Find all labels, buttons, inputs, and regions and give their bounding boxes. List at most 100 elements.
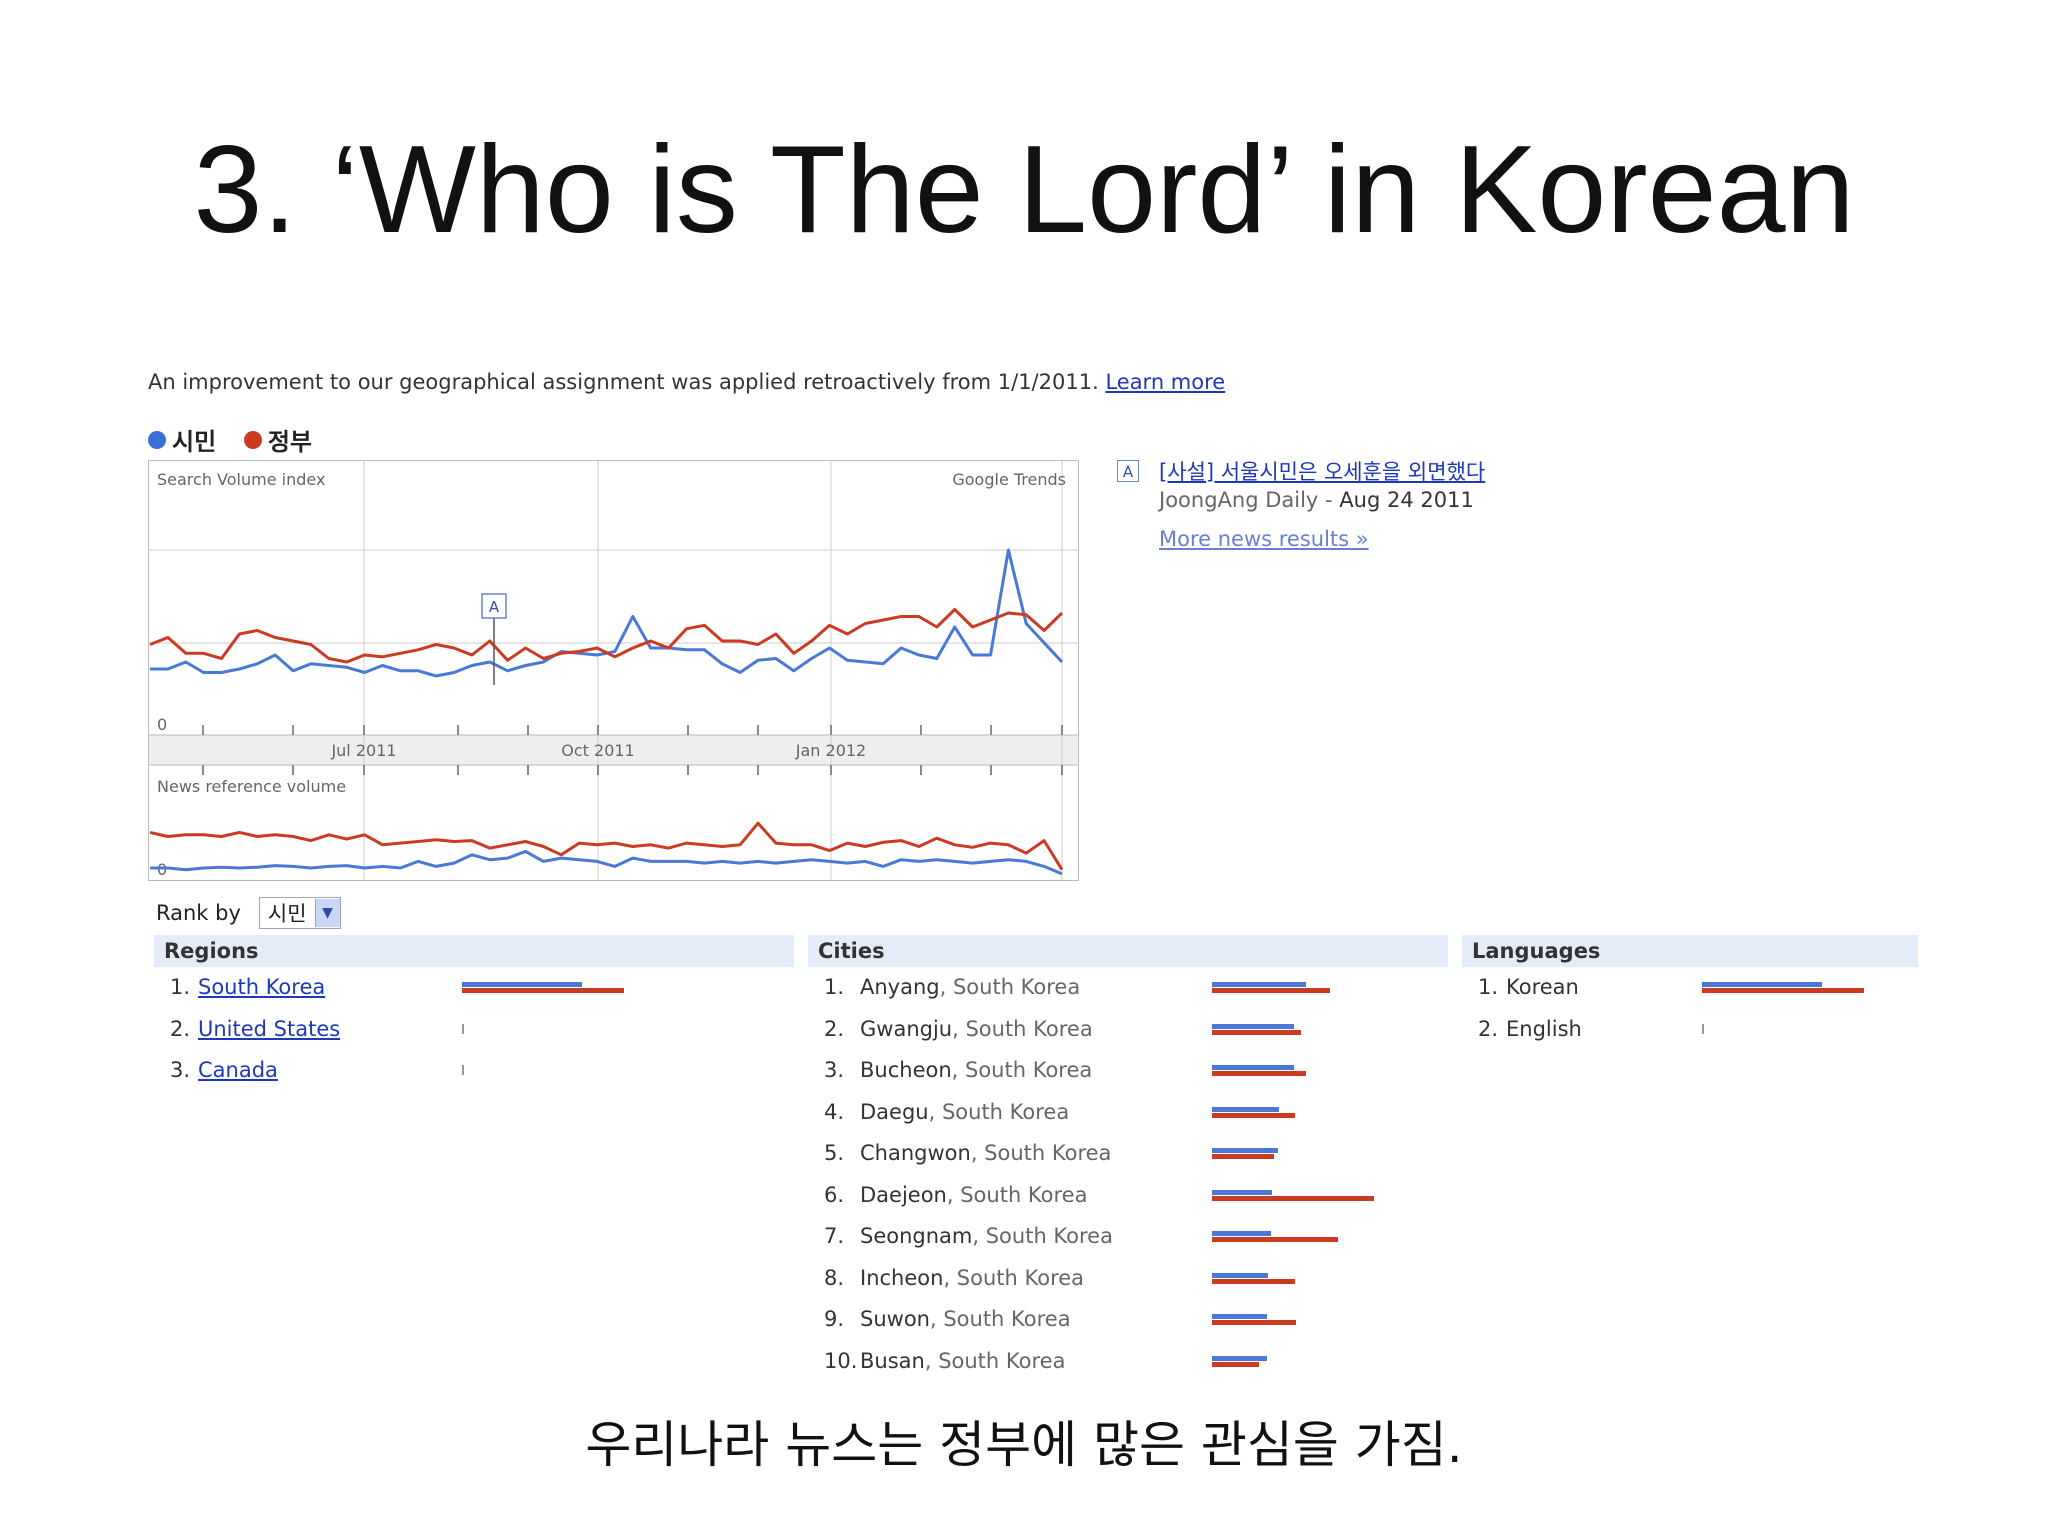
city-name: Gwangju — [860, 1016, 953, 1041]
cities-panel: Cities 1. Anyang, South Korea 2. Gwangju, S… — [808, 935, 1448, 1382]
bar-government — [1212, 1278, 1295, 1284]
city-country: , South Korea — [943, 1265, 1085, 1290]
city-row: 5. Changwon, South Korea — [808, 1133, 1448, 1175]
region-link[interactable]: South Korea — [198, 975, 326, 999]
rank-by-selected: 시민 — [267, 902, 307, 926]
bar-citizen — [1702, 982, 1822, 987]
city-name: Seongnam — [860, 1224, 973, 1248]
cities-header: Cities — [808, 935, 1448, 967]
x-label-oct-2011: Oct 2011 — [561, 741, 634, 760]
city-name: Daejeon — [860, 1182, 947, 1207]
city-label: Daejeon, South Korea — [860, 1183, 1087, 1207]
chart-legend: 시민 정부 — [148, 422, 332, 457]
bar-minimal — [462, 1065, 464, 1075]
series-line-government-search — [149, 608, 1064, 664]
bar-citizen — [1212, 1231, 1271, 1236]
rank-number: 10. — [824, 1348, 858, 1373]
city-country: , South Korea — [939, 975, 1081, 999]
city-name: Anyang — [860, 975, 940, 999]
city-label: Suwon, South Korea — [860, 1307, 1071, 1331]
bar-government — [1212, 1361, 1259, 1367]
news-source: JoongAng Daily — [1159, 488, 1319, 513]
chevron-down-icon[interactable]: ▼ — [314, 899, 340, 927]
rank-number: 2. — [1478, 1016, 1499, 1041]
city-country: , South Korea — [972, 1224, 1113, 1248]
bar-minimal — [1702, 1023, 1704, 1034]
slide-title: 3. ‘Who is The Lord’ in Korean — [193, 121, 1855, 259]
bar-government — [1212, 1071, 1306, 1076]
series-line-citizen-news — [150, 849, 1063, 876]
bar-government — [1212, 1195, 1374, 1201]
news-marker-a[interactable]: A — [1117, 460, 1139, 482]
city-label: Seongnam, South Korea — [860, 1224, 1113, 1248]
trends-chart: Search Volume index Google Trends 0 News… — [148, 460, 1079, 881]
city-country: , South Korea — [951, 1058, 1093, 1082]
x-label-jul-2011: Jul 2011 — [330, 741, 396, 760]
city-country: , South Korea — [928, 1099, 1070, 1124]
region-row: 2. United States — [154, 1009, 794, 1051]
citizen-dot-icon — [148, 430, 166, 449]
city-name: Changwon — [860, 1141, 971, 1165]
rank-number: 5. — [824, 1141, 845, 1165]
rank-number: 9. — [824, 1307, 845, 1331]
city-country: , South Korea — [929, 1307, 1071, 1331]
bar-citizen — [1212, 982, 1306, 987]
rank-number: 6. — [824, 1182, 845, 1207]
language-row: 2. English — [1462, 1009, 1918, 1051]
regions-panel: Regions 1. South Korea 2. United States 3. Ca… — [154, 935, 794, 1092]
legend-label-government: 정부 — [267, 428, 312, 456]
geo-notice-text: An improvement to our geographical assig… — [148, 370, 1099, 394]
more-news-link[interactable]: More news results » — [1159, 526, 1369, 551]
city-label: Daegu, South Korea — [860, 1100, 1069, 1124]
city-name: Incheon — [860, 1265, 944, 1290]
rank-number: 2. — [824, 1016, 845, 1041]
city-row: 6. Daejeon, South Korea — [808, 1175, 1448, 1217]
city-country: , South Korea — [970, 1141, 1112, 1165]
bar-citizen — [1212, 1355, 1268, 1361]
bar-citizen — [1212, 1272, 1269, 1278]
rank-number: 2. — [170, 1016, 191, 1041]
bar-minimal — [462, 1023, 464, 1034]
news-headline-link[interactable]: [사설] 서울시민은 오세훈을 외면했다 — [1159, 460, 1486, 484]
rank-by-select[interactable]: 시민 ▼ — [258, 897, 341, 929]
legend-item-government[interactable]: 정부 — [243, 422, 312, 457]
chart-frame — [148, 460, 1079, 881]
learn-more-link[interactable]: Learn more — [1105, 370, 1226, 394]
bar-government — [1212, 1320, 1297, 1325]
bar-government — [1212, 1029, 1302, 1035]
region-link[interactable]: Canada — [198, 1058, 278, 1082]
bar-government — [1212, 1154, 1274, 1159]
legend-item-citizen[interactable]: 시민 — [148, 422, 216, 457]
city-row: 2. Gwangju, South Korea — [808, 1009, 1448, 1051]
bar-citizen — [1212, 1189, 1272, 1195]
news-date: Aug 24 2011 — [1339, 488, 1474, 513]
city-country: , South Korea — [946, 1182, 1088, 1207]
annotation-a-marker[interactable]: A — [481, 593, 507, 685]
bar-government — [462, 988, 624, 993]
city-name: Suwon — [860, 1307, 930, 1331]
city-label: Incheon, South Korea — [860, 1266, 1084, 1290]
series-line-government-news — [149, 821, 1064, 871]
city-row: 7. Seongnam, South Korea — [808, 1216, 1448, 1258]
slide-footer-text: 우리나라 뉴스는 정부에 많은 관심을 가짐. — [585, 1416, 1463, 1474]
regions-header: Regions — [154, 935, 794, 967]
bar-government — [1212, 1237, 1339, 1242]
bar-citizen — [1212, 1065, 1294, 1070]
rank-number: 7. — [824, 1224, 845, 1248]
language-label: English — [1506, 1016, 1582, 1041]
region-link[interactable]: United States — [198, 1016, 341, 1041]
bar-citizen — [1212, 1106, 1280, 1112]
government-dot-icon — [243, 430, 262, 449]
rank-number: 8. — [824, 1265, 845, 1290]
rank-number: 3. — [170, 1058, 191, 1082]
rank-by-label: Rank by — [156, 901, 241, 925]
annotation-a-letter: A — [489, 598, 500, 616]
rank-number: 1. — [1478, 975, 1499, 999]
languages-header: Languages — [1462, 935, 1918, 967]
search-zero-label: 0 — [157, 715, 167, 734]
geo-notice: An improvement to our geographical assig… — [148, 370, 1225, 394]
search-volume-label: Search Volume index — [157, 470, 325, 489]
city-name: Busan — [860, 1348, 925, 1373]
region-row: 3. Canada — [154, 1050, 794, 1092]
bar-citizen — [1212, 1148, 1278, 1153]
